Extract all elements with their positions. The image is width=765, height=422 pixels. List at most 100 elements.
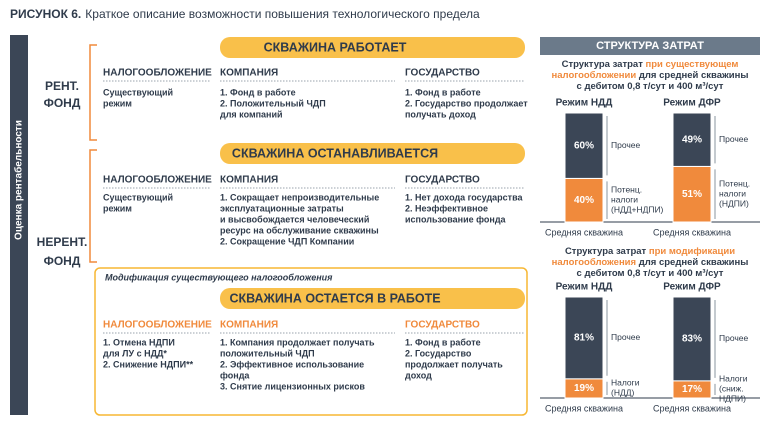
bracket	[89, 149, 97, 263]
mode-label: Режим НДД	[556, 98, 613, 109]
segment-name: Прочее	[719, 134, 749, 144]
side-bar	[10, 35, 28, 415]
column-text: 2. Сокращение ЧДП Компании	[220, 236, 354, 246]
section-note: Модификация существующего налогообложени…	[105, 272, 333, 282]
column-text: 2. Неэффективное	[405, 203, 488, 213]
column-text: использование фонда	[405, 214, 507, 224]
base-label: Средняя скважина	[545, 403, 623, 413]
base-label: Средняя скважина	[545, 227, 623, 237]
caption-part: с дебитом 0,8 т/сут и 400 м³/сут	[577, 268, 724, 279]
column-text: 1. Фонд в работе	[405, 87, 481, 97]
column-text: положительный ЧДП	[220, 348, 315, 358]
section-pill	[220, 288, 525, 309]
segment-name: НДПИ)	[719, 394, 746, 404]
group-label: НЕРЕНТ.	[37, 235, 88, 249]
bar-segment	[672, 296, 712, 382]
segment-label: 60%	[574, 140, 594, 151]
segment-label: 81%	[574, 333, 594, 344]
column-text: для компаний	[220, 109, 283, 119]
segment-name: налоги	[611, 194, 638, 204]
base-label: Средняя скважина	[653, 403, 731, 413]
figure-number: РИСУНОК 6.	[10, 7, 81, 21]
segment-label: 40%	[574, 195, 594, 206]
segment-label: 51%	[682, 189, 702, 200]
group-label: РЕНТ.	[45, 79, 79, 93]
section-title: СКВАЖИНА ОСТАЕТСЯ В РАБОТЕ	[229, 291, 440, 305]
panel-header	[540, 37, 760, 55]
column-heading: ГОСУДАРСТВО	[405, 68, 480, 79]
column-text: эксплуатационные затраты	[220, 203, 344, 213]
figure-title: РИСУНОК 6. Краткое описание возможности п…	[10, 7, 480, 21]
segment-name: налоги	[719, 188, 746, 198]
caption-part: при существующем	[646, 59, 739, 70]
column-text: для ЛУ с НДД*	[103, 348, 167, 358]
segment-label: 49%	[682, 134, 702, 145]
segment-name: Прочее	[611, 332, 641, 342]
column-text: 2. Снижение НДПИ**	[103, 359, 194, 369]
modification-box	[94, 267, 528, 416]
column-text: и высвобождается человеческий	[220, 214, 369, 224]
column-text: 2. Положительный ЧДП	[220, 98, 326, 108]
caption-part: с дебитом 0,8 т/сут и 400 м³/сут	[577, 81, 724, 92]
caption-line: с дебитом 0,8 т/сут и 400 м³/сут	[577, 81, 724, 92]
column-text: получать доход	[405, 109, 476, 119]
section-pill	[220, 37, 525, 58]
segment-label: 17%	[682, 384, 702, 395]
segment-label: 19%	[574, 383, 594, 394]
column-text: режим	[103, 98, 132, 108]
column-text: фонда	[220, 370, 250, 380]
bracket	[89, 44, 97, 141]
group-label: ФОНД	[44, 96, 81, 110]
panel-title: СТРУКТУРА ЗАТРАТ	[596, 40, 704, 52]
caption-line: Структура затрат при модификации	[565, 246, 735, 257]
bar-segment	[672, 112, 712, 167]
column-text: 1. Компания продолжает получать	[220, 337, 375, 347]
segment-name: Потенц.	[719, 178, 750, 188]
segment-name: (НДД)	[611, 388, 634, 398]
figure-caption: Краткое описание возможности повышения т…	[85, 7, 480, 21]
segment-name: (сниж.	[719, 384, 744, 394]
column-text: 3. Снятие лицензионных рисков	[220, 381, 365, 391]
column-text: 2. Государство продолжает	[405, 98, 528, 108]
segment-name: Налоги	[611, 378, 640, 388]
section-title: СКВАЖИНА РАБОТАЕТ	[264, 40, 407, 54]
section-title: СКВАЖИНА ОСТАНАВЛИВАЕТСЯ	[232, 146, 438, 160]
caption-part: Структура затрат	[565, 246, 649, 257]
bar-segment	[564, 296, 604, 380]
column-text: 2. Эффективное использование	[220, 359, 364, 369]
bar-segment	[672, 165, 712, 223]
column-text: доход	[405, 370, 432, 380]
column-text: 1. Отмена НДПИ	[103, 337, 175, 347]
column-heading: КОМПАНИЯ	[220, 320, 278, 331]
column-text: 1. Фонд в работе	[220, 87, 296, 97]
caption-line: с дебитом 0,8 т/сут и 400 м³/сут	[577, 268, 724, 279]
segment-label: 83%	[682, 334, 702, 345]
column-text: Существующий	[103, 192, 173, 202]
caption-part: для средней скважины	[636, 257, 748, 268]
column-heading: КОМПАНИЯ	[220, 175, 278, 186]
column-heading: КОМПАНИЯ	[220, 68, 278, 79]
caption-part: налогообложении	[552, 70, 637, 81]
caption-line: налогообложении для средней скважины	[552, 70, 749, 81]
section-pill	[220, 143, 525, 164]
segment-name: Прочее	[719, 333, 749, 343]
caption-part: для средней скважины	[636, 70, 748, 81]
caption-part: налогообложения	[552, 257, 636, 268]
column-heading: НАЛОГООБЛОЖЕНИЕ	[103, 320, 212, 331]
mode-label: Режим ДФР	[663, 98, 721, 109]
caption-part: Структура затрат	[562, 59, 646, 70]
column-text: 2. Государство	[405, 348, 472, 358]
column-text: продолжает получать	[405, 359, 503, 369]
column-text: 1. Нет дохода государства	[405, 192, 524, 202]
caption-line: Структура затрат при существующем	[562, 59, 739, 70]
column-text: 1. Сокращает непроизводительные	[220, 192, 379, 202]
segment-name: Потенц.	[611, 184, 642, 194]
column-heading: ГОСУДАРСТВО	[405, 175, 480, 186]
segment-name: Прочее	[611, 140, 641, 150]
caption-line: налогообложения для средней скважины	[552, 257, 749, 268]
side-label: Оценка рентабельности	[13, 120, 25, 240]
mode-label: Режим ДФР	[663, 282, 721, 293]
base-label: Средняя скважина	[653, 227, 731, 237]
column-text: Существующий	[103, 87, 173, 97]
